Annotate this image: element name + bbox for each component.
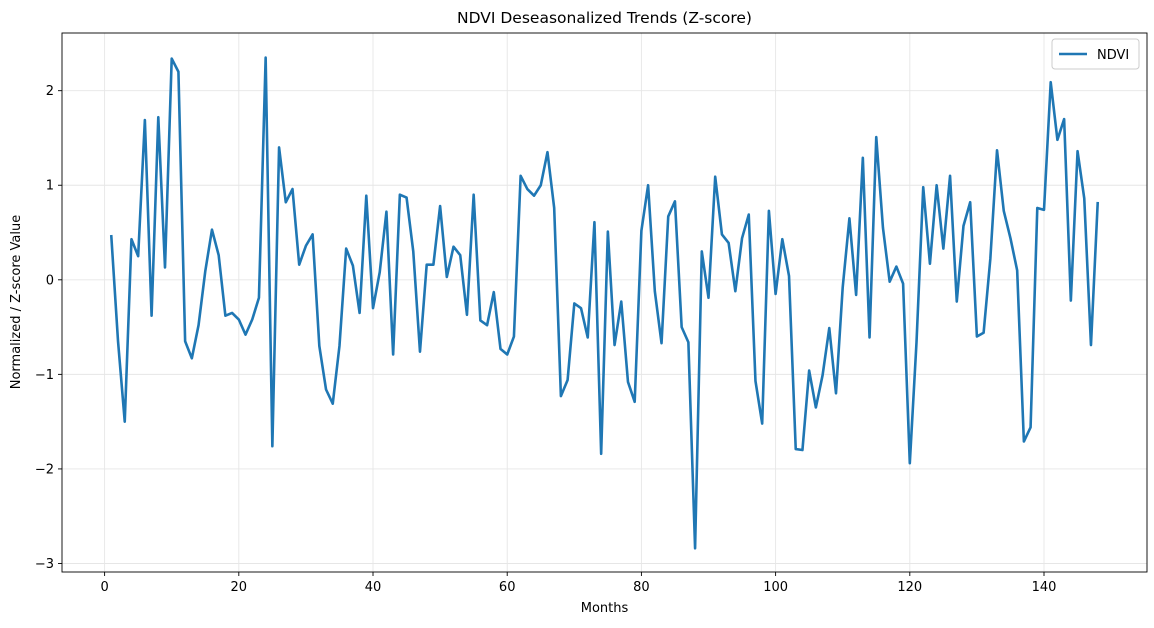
x-tick-label: 100: [763, 580, 788, 595]
chart-title: NDVI Deseasonalized Trends (Z-score): [457, 9, 752, 27]
legend-box: [1051, 38, 1140, 70]
x-axis-label: Months: [581, 601, 629, 616]
y-axis-ticks: −3 −2 −1 0 1 2: [35, 84, 62, 572]
x-axis-ticks: 0 20 40 60 80 100 120 140: [100, 572, 1056, 595]
y-tick-label: 2: [46, 84, 54, 99]
grid-lines: [62, 33, 1147, 572]
x-tick-label: 20: [231, 580, 248, 595]
series-layer: [109, 56, 1100, 550]
x-tick-label: 60: [499, 580, 516, 595]
y-tick-label: 0: [46, 273, 54, 288]
y-tick-label: −1: [35, 368, 54, 383]
y-tick-label: −3: [35, 557, 54, 572]
y-axis-label: Normalized / Z-score Value: [9, 215, 24, 390]
x-tick-label: 140: [1032, 580, 1057, 595]
x-tick-label: 80: [633, 580, 650, 595]
x-tick-label: 120: [897, 580, 922, 595]
y-tick-label: −2: [35, 462, 54, 477]
y-tick-label: 1: [46, 179, 54, 194]
series-line-ndvi: [109, 56, 1100, 550]
plot-area-frame: [61, 32, 1148, 573]
x-tick-label: 40: [365, 580, 382, 595]
x-tick-label: 0: [100, 580, 108, 595]
legend: NDVI: [1051, 38, 1140, 70]
legend-label: NDVI: [1097, 48, 1129, 63]
